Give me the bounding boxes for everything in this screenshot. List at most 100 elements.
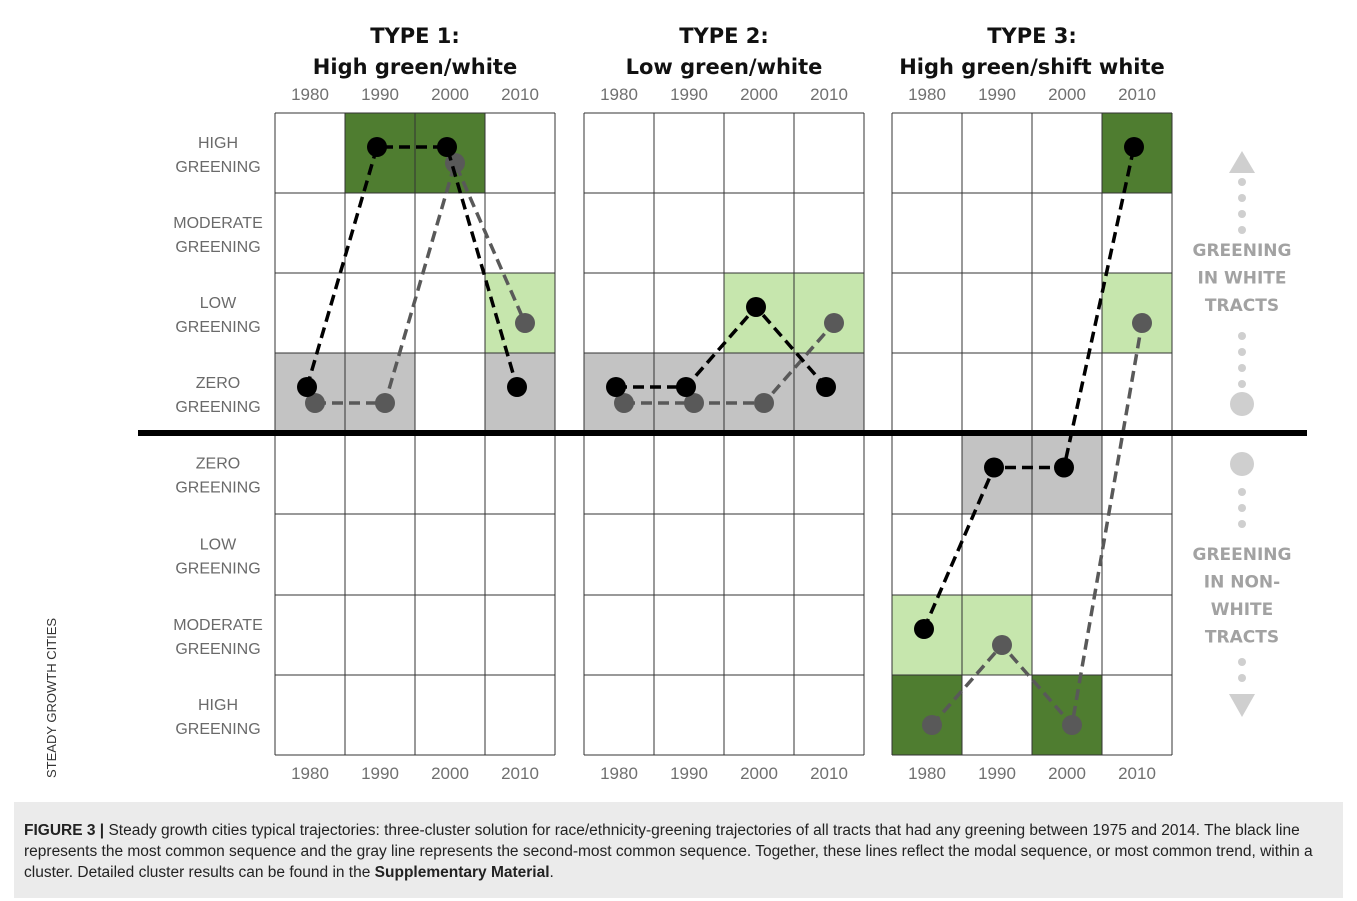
year-tick-top: 1990 bbox=[361, 85, 399, 104]
year-tick-bottom: 2000 bbox=[431, 764, 469, 783]
panel-title-line2: High green/shift white bbox=[899, 55, 1165, 79]
supplementary-link[interactable]: Supplementary Material bbox=[374, 864, 550, 881]
origin-circle-icon bbox=[1230, 452, 1254, 476]
black-trajectory-point bbox=[297, 377, 317, 397]
caption-label: FIGURE 3 | bbox=[24, 822, 105, 839]
gray-trajectory-point bbox=[824, 313, 844, 333]
black-trajectory-point bbox=[746, 297, 766, 317]
dot-icon bbox=[1238, 226, 1246, 234]
panel-title-line1: TYPE 3: bbox=[987, 24, 1077, 48]
year-tick-top: 2000 bbox=[431, 85, 469, 104]
row-label: GREENING bbox=[175, 319, 260, 336]
up-arrow-icon bbox=[1229, 151, 1255, 173]
figure-caption: FIGURE 3 | Steady growth cities typical … bbox=[14, 802, 1343, 898]
dot-icon bbox=[1238, 380, 1246, 388]
black-trajectory-line bbox=[305, 145, 519, 388]
year-tick-bottom: 2010 bbox=[1118, 764, 1156, 783]
gray-trajectory-point bbox=[305, 393, 325, 413]
dot-icon bbox=[1238, 674, 1246, 682]
grid-cell-gray bbox=[724, 353, 794, 433]
year-tick-bottom: 1990 bbox=[670, 764, 708, 783]
panel-type-2: TYPE 2: Low green/white 1980 1980 1990 1990 20… bbox=[583, 24, 865, 783]
black-trajectory-point bbox=[676, 377, 696, 397]
row-label: GREENING bbox=[175, 721, 260, 738]
grid-cell-light bbox=[962, 595, 1032, 675]
gray-trajectory-line bbox=[930, 322, 1144, 729]
panel-type-1: TYPE 1: High green/white 1980 1980 1990 1990 2… bbox=[274, 24, 556, 783]
year-tick-bottom: 2000 bbox=[740, 764, 778, 783]
panel-title-line1: TYPE 2: bbox=[679, 24, 769, 48]
panel-title-line2: High green/white bbox=[313, 55, 517, 79]
panel-title-line1: TYPE 1: bbox=[370, 24, 460, 48]
dot-icon bbox=[1238, 520, 1246, 528]
black-trajectory-point bbox=[367, 137, 387, 157]
year-tick-top: 2000 bbox=[1048, 85, 1086, 104]
year-tick-top: 1980 bbox=[600, 85, 638, 104]
row-label: GREENING bbox=[175, 399, 260, 416]
year-tick-bottom: 2010 bbox=[501, 764, 539, 783]
grid-cell-gray bbox=[345, 353, 415, 433]
trajectory-figure: TYPE 1: High green/white 1980 1980 1990 1990 2… bbox=[44, 24, 1307, 783]
year-tick-bottom: 1990 bbox=[361, 764, 399, 783]
black-trajectory-point bbox=[437, 137, 457, 157]
row-label: GREENING bbox=[175, 480, 260, 497]
side-label-nonwhite-tracts: GREENING bbox=[1192, 545, 1291, 565]
gray-trajectory-point bbox=[375, 393, 395, 413]
row-label: MODERATE bbox=[173, 215, 262, 232]
row-label: GREENING bbox=[175, 239, 260, 256]
gray-trajectory-line bbox=[624, 321, 836, 405]
caption-body: Steady growth cities typical trajectorie… bbox=[24, 822, 1313, 881]
year-tick-top: 1990 bbox=[670, 85, 708, 104]
black-trajectory-line bbox=[922, 146, 1136, 630]
dot-icon bbox=[1238, 488, 1246, 496]
row-label: ZERO bbox=[196, 375, 240, 392]
row-label: HIGH bbox=[198, 135, 238, 152]
year-tick-bottom: 2000 bbox=[1048, 764, 1086, 783]
grid-cell-dark bbox=[1032, 675, 1102, 755]
grid-cell-light bbox=[1102, 273, 1172, 353]
gray-trajectory-point bbox=[754, 393, 774, 413]
gray-trajectory-point bbox=[1062, 715, 1082, 735]
row-label: LOW bbox=[200, 537, 237, 554]
row-label: GREENING bbox=[175, 641, 260, 658]
vertical-group-label: STEADY GROWTH CITIES bbox=[44, 618, 59, 778]
gray-trajectory-point bbox=[515, 313, 535, 333]
year-tick-top: 1980 bbox=[291, 85, 329, 104]
black-trajectory-point bbox=[1124, 137, 1144, 157]
year-tick-bottom: 1980 bbox=[908, 764, 946, 783]
row-label: ZERO bbox=[196, 456, 240, 473]
side-label-white-tracts: GREENING bbox=[1192, 241, 1291, 261]
dot-icon bbox=[1238, 332, 1246, 340]
year-tick-top: 2010 bbox=[1118, 85, 1156, 104]
black-trajectory-point bbox=[1054, 457, 1074, 478]
gray-trajectory-point bbox=[1132, 313, 1152, 333]
dot-icon bbox=[1238, 658, 1246, 666]
year-tick-top: 2010 bbox=[501, 85, 539, 104]
dot-icon bbox=[1238, 504, 1246, 512]
grid-cell-dark bbox=[892, 675, 962, 755]
year-tick-top: 1990 bbox=[978, 85, 1016, 104]
black-trajectory-point bbox=[914, 619, 934, 639]
black-trajectory-point bbox=[816, 377, 836, 397]
gray-trajectory-point bbox=[992, 635, 1012, 655]
panel-title-line2: Low green/white bbox=[626, 55, 823, 79]
panel-type-3: TYPE 3: High green/shift white 1980 1980 199… bbox=[891, 24, 1173, 783]
dot-icon bbox=[1238, 194, 1246, 202]
year-tick-top: 2000 bbox=[740, 85, 778, 104]
year-tick-bottom: 1980 bbox=[600, 764, 638, 783]
dot-icon bbox=[1238, 210, 1246, 218]
black-trajectory-point bbox=[606, 377, 626, 397]
gray-trajectory-point bbox=[922, 715, 942, 735]
black-trajectory-line bbox=[616, 304, 828, 389]
row-label: GREENING bbox=[175, 159, 260, 176]
origin-circle-icon bbox=[1230, 392, 1254, 416]
side-label-nonwhite-tracts: TRACTS bbox=[1205, 628, 1279, 648]
row-label: GREENING bbox=[175, 561, 260, 578]
year-tick-bottom: 1990 bbox=[978, 764, 1016, 783]
dot-icon bbox=[1238, 348, 1246, 356]
year-tick-bottom: 1980 bbox=[291, 764, 329, 783]
year-tick-top: 2010 bbox=[810, 85, 848, 104]
black-trajectory-point bbox=[507, 377, 527, 397]
row-label: MODERATE bbox=[173, 617, 262, 634]
dot-icon bbox=[1238, 178, 1246, 186]
